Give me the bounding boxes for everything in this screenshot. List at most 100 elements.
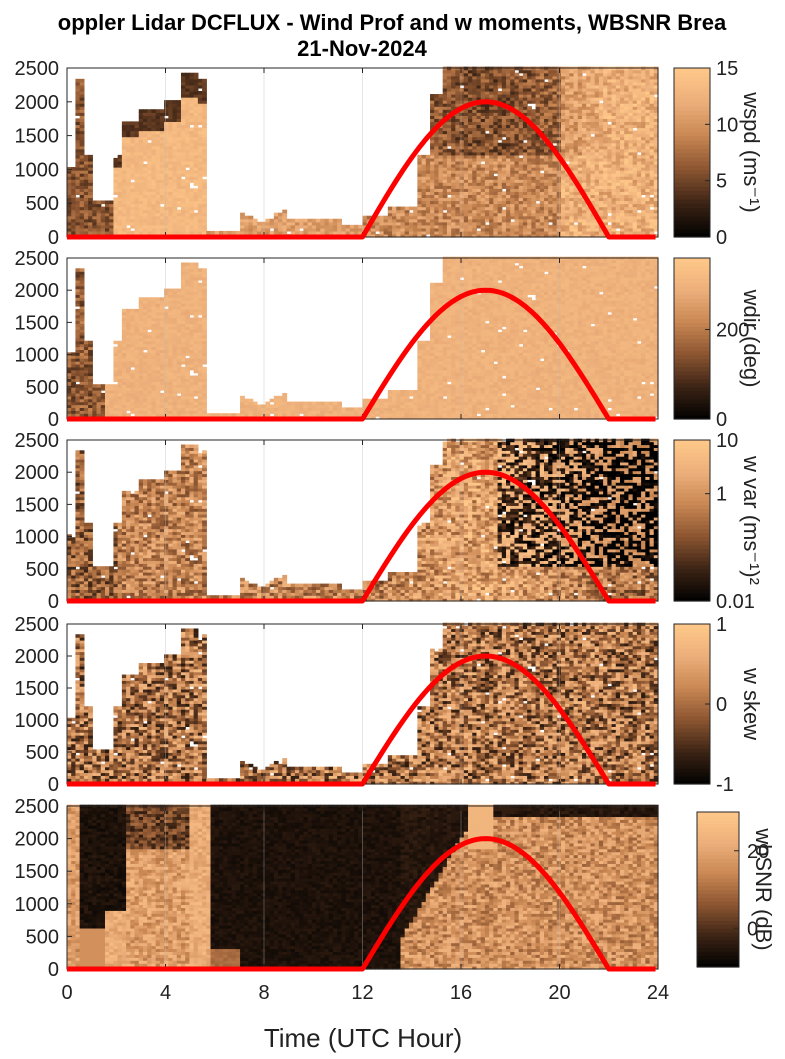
heatmap-cell bbox=[215, 231, 220, 235]
heatmap-cell bbox=[88, 155, 93, 159]
heatmap-cell bbox=[540, 173, 545, 177]
heatmap-cell bbox=[502, 210, 507, 214]
heatmap-cell bbox=[189, 127, 194, 131]
heatmap-cell bbox=[194, 188, 199, 192]
heatmap-cell bbox=[177, 100, 182, 104]
heatmap-cell bbox=[202, 79, 207, 83]
heatmap-cells bbox=[67, 67, 659, 238]
heatmap-cell bbox=[510, 222, 515, 226]
heatmap-cell bbox=[426, 155, 431, 159]
heatmap-cell bbox=[202, 179, 207, 183]
heatmap-cell bbox=[346, 225, 351, 229]
heatmap-cell bbox=[337, 219, 342, 223]
heatmap-cell bbox=[396, 207, 401, 211]
heatmap-cell bbox=[527, 106, 532, 110]
heatmap-cell bbox=[350, 225, 355, 229]
heatmap-cell bbox=[341, 225, 346, 229]
heatmap-cell bbox=[443, 213, 448, 217]
heatmap-cell bbox=[160, 207, 165, 211]
heatmap-cell bbox=[109, 201, 114, 205]
heatmap-cell bbox=[122, 121, 127, 125]
heatmap-cell bbox=[147, 109, 152, 113]
heatmap-cell bbox=[257, 222, 262, 226]
heatmap-cell bbox=[400, 207, 405, 211]
heatmap-cell bbox=[299, 219, 304, 223]
heatmap-cell bbox=[481, 164, 486, 168]
heatmap-cell bbox=[75, 118, 80, 122]
heatmap-cell bbox=[274, 213, 279, 217]
heatmap-cell bbox=[574, 225, 579, 229]
heatmap-cell bbox=[126, 228, 131, 232]
heatmap-cell bbox=[244, 216, 249, 220]
heatmap-cell bbox=[316, 219, 321, 223]
heatmap-cell bbox=[130, 231, 135, 235]
figure-title-line1: oppler Lidar DCFLUX - Wind Prof and w mo… bbox=[58, 10, 727, 35]
heatmap-cell bbox=[143, 164, 148, 168]
heatmap-cell bbox=[194, 73, 199, 77]
heatmap-cell bbox=[422, 155, 427, 159]
heatmap-cell bbox=[177, 210, 182, 214]
heatmap-cell bbox=[388, 207, 393, 211]
heatmap-cell bbox=[198, 91, 203, 95]
heatmap-cell bbox=[413, 207, 418, 211]
heatmap-cell bbox=[519, 76, 524, 80]
heatmap-cell bbox=[227, 231, 232, 235]
heatmap-cell bbox=[312, 219, 317, 223]
heatmap-cell bbox=[392, 207, 397, 211]
heatmap-cell bbox=[405, 207, 410, 211]
heatmap-cell bbox=[181, 73, 186, 77]
heatmap-cell bbox=[548, 225, 553, 229]
heatmap-cell bbox=[198, 79, 203, 83]
heatmap-cell bbox=[84, 155, 89, 159]
heatmap-cell bbox=[164, 100, 169, 104]
heatmap-cell bbox=[253, 219, 258, 223]
heatmap-cell bbox=[185, 73, 190, 77]
heatmap-cell bbox=[75, 197, 80, 201]
heatmap-cell bbox=[278, 213, 283, 217]
heatmap-cell bbox=[430, 94, 435, 98]
heatmap-cell bbox=[325, 219, 330, 223]
heatmap-cell bbox=[320, 219, 325, 223]
heatmap-cell bbox=[417, 155, 422, 159]
heatmap-cell bbox=[498, 91, 503, 95]
heatmap-cell bbox=[460, 88, 465, 92]
heatmap-cell bbox=[409, 213, 414, 217]
heatmap-cell bbox=[139, 109, 144, 113]
heatmap-cell bbox=[249, 216, 254, 220]
heatmap-cell bbox=[181, 179, 186, 183]
heatmap-cell bbox=[295, 219, 300, 223]
heatmap-cell bbox=[544, 82, 549, 86]
heatmap-cell bbox=[126, 121, 131, 125]
heatmap-cell bbox=[232, 231, 237, 235]
heatmap-cell bbox=[485, 225, 490, 229]
heatmap-cell bbox=[71, 167, 76, 171]
heatmap-cell bbox=[194, 213, 199, 217]
heatmap-cell bbox=[519, 158, 524, 162]
heatmap-cell bbox=[189, 188, 194, 192]
heatmap-cell bbox=[236, 231, 241, 235]
heatmap-cell bbox=[531, 109, 536, 113]
heatmap-cell bbox=[113, 158, 118, 162]
heatmap-cell bbox=[363, 216, 368, 220]
heatmap-cell bbox=[130, 121, 135, 125]
heatmap-cell bbox=[67, 167, 72, 171]
figure-title-line2: 21-Nov-2024 bbox=[297, 36, 427, 61]
heatmap-cell bbox=[135, 121, 140, 125]
heatmap-cell bbox=[156, 109, 161, 113]
heatmap-cell bbox=[164, 118, 169, 122]
heatmap-cell bbox=[514, 73, 519, 77]
heatmap-cell bbox=[130, 182, 135, 186]
heatmap-cell bbox=[270, 219, 275, 223]
heatmap-cell bbox=[223, 231, 228, 235]
heatmap-cell bbox=[118, 155, 123, 159]
heatmap-cell bbox=[485, 134, 490, 138]
heatmap-cell bbox=[447, 197, 452, 201]
heatmap-cell bbox=[270, 231, 275, 235]
heatmap-cell bbox=[219, 231, 224, 235]
heatmap-cell bbox=[502, 140, 507, 144]
heatmap-cell bbox=[291, 219, 296, 223]
heatmap-cell bbox=[80, 79, 85, 83]
heatmap-cell bbox=[476, 231, 481, 235]
